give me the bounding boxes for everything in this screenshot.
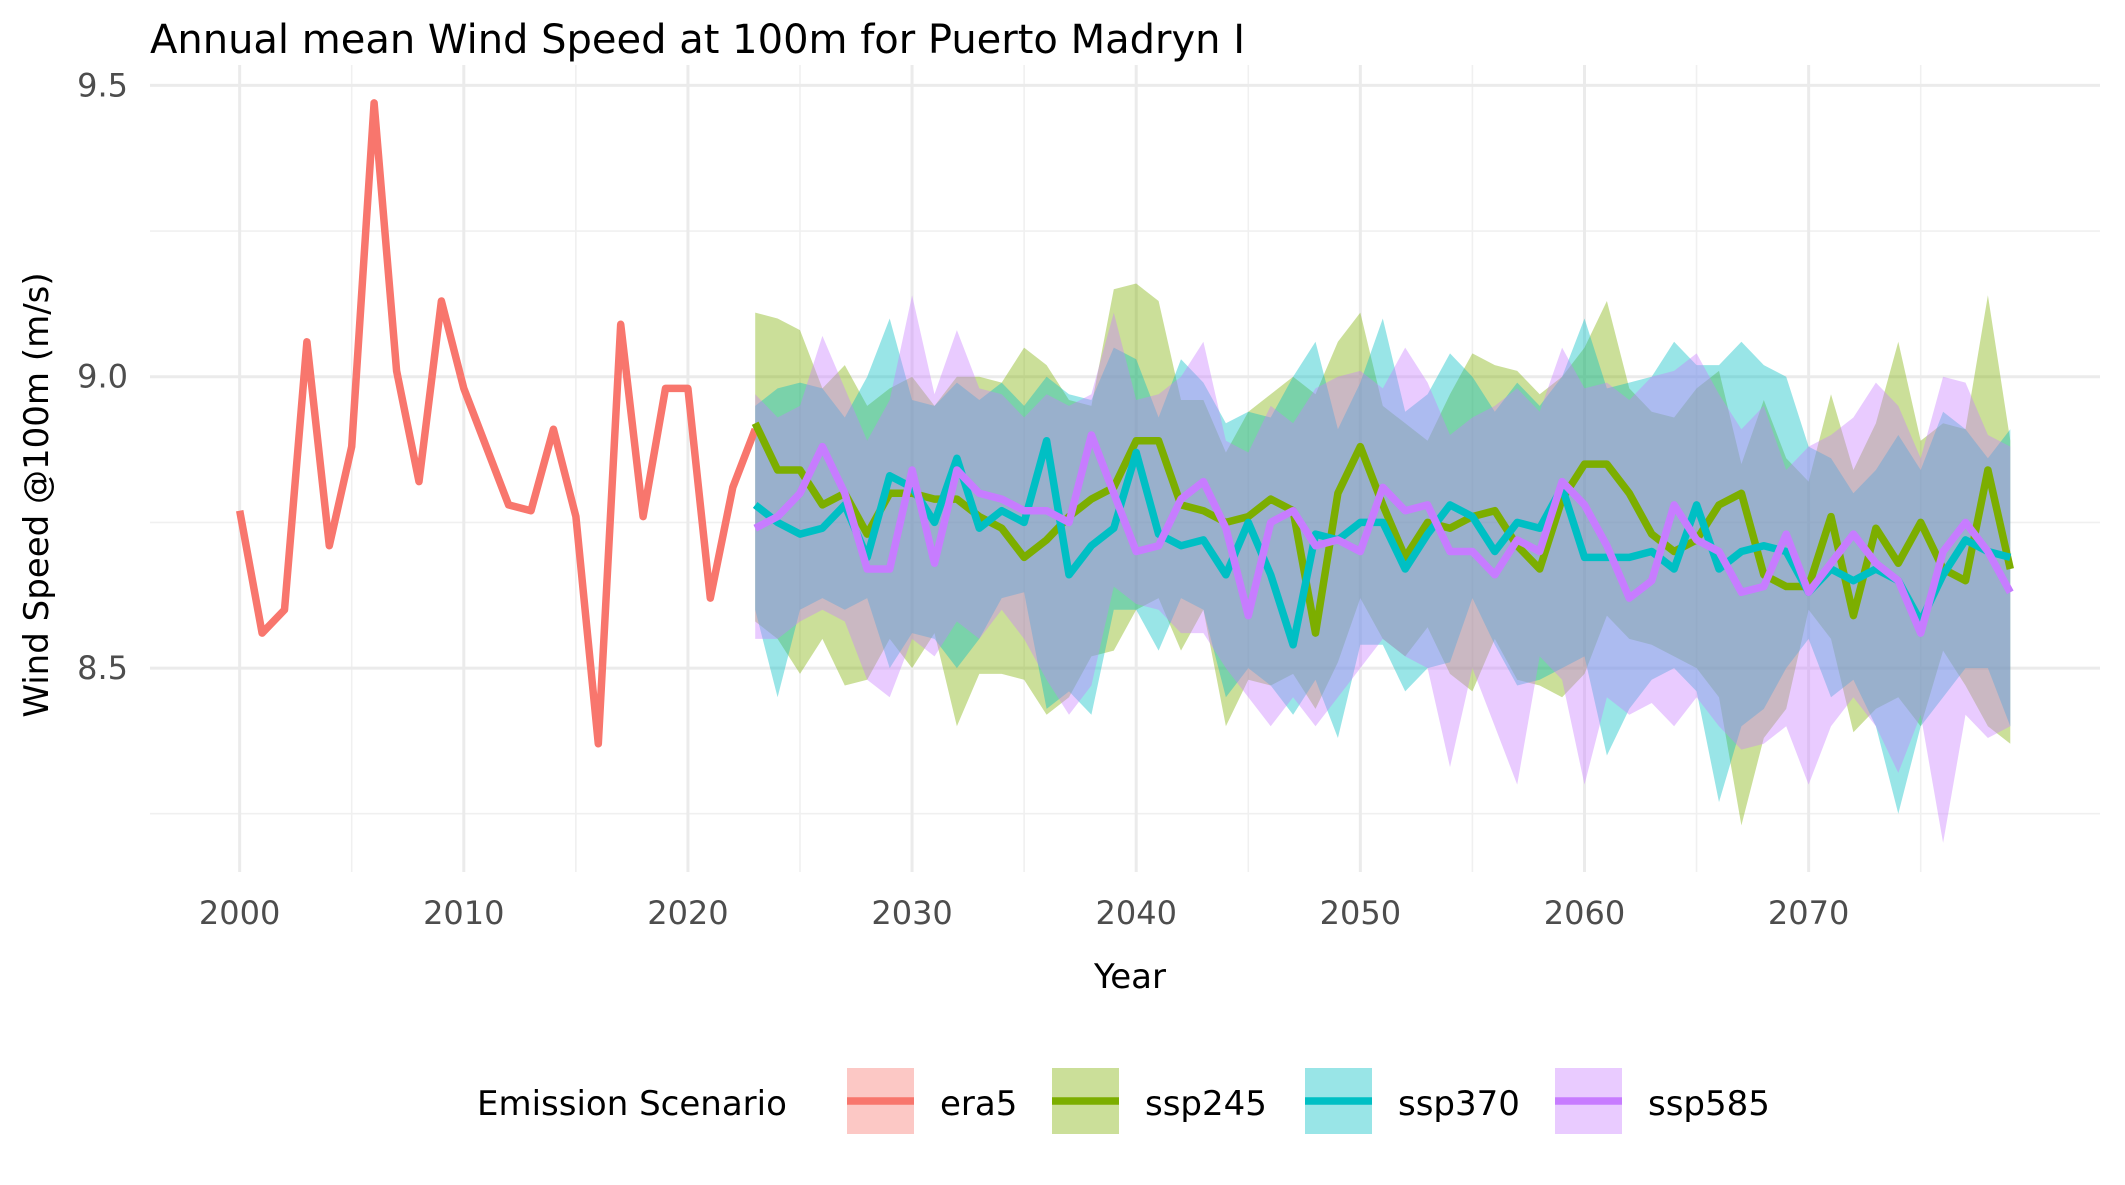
legend-label-era5: era5 — [940, 1084, 1017, 1124]
x-axis-label: Year — [1093, 957, 1166, 997]
x-tick-label: 2020 — [647, 894, 728, 932]
y-tick-label: 8.5 — [77, 649, 128, 687]
y-tick-label: 9.5 — [77, 66, 128, 104]
y-tick-label: 9.0 — [77, 358, 128, 396]
legend-label-ssp245: ssp245 — [1145, 1084, 1267, 1124]
x-tick-labels: 2000 2010 2020 2030 2040 2050 2060 2070 — [199, 894, 1849, 932]
x-tick-label: 2050 — [1320, 894, 1401, 932]
series-lines — [236, 99, 2014, 748]
x-tick-label: 2000 — [199, 894, 280, 932]
legend-keys: era5 ssp245 ssp370 ssp585 — [847, 1068, 1770, 1134]
legend-label-ssp370: ssp370 — [1398, 1084, 1520, 1124]
confidence-bands — [755, 283, 2011, 843]
x-tick-label: 2030 — [871, 894, 952, 932]
band-ssp585 — [755, 295, 2011, 843]
band-ssp245 — [755, 283, 2011, 826]
x-tick-label: 2070 — [1768, 894, 1849, 932]
line-era5 — [236, 99, 759, 748]
line-ssp585 — [753, 431, 2014, 637]
x-tick-label: 2060 — [1544, 894, 1625, 932]
legend-title: Emission Scenario — [477, 1084, 787, 1124]
x-tick-label: 2040 — [1095, 894, 1176, 932]
chart-title: Annual mean Wind Speed at 100m for Puert… — [150, 17, 1245, 63]
band-ssp370 — [755, 318, 2011, 814]
legend-label-ssp585: ssp585 — [1648, 1084, 1770, 1124]
line-ssp245 — [751, 421, 2014, 637]
x-tick-label: 2010 — [423, 894, 504, 932]
legend: Emission Scenario era5 ssp245 ssp370 ssp585 — [477, 1068, 1770, 1134]
y-tick-labels: 8.5 9.0 9.5 — [77, 66, 128, 687]
y-axis-label: Wind Speed @100m (m/s) — [17, 272, 57, 717]
